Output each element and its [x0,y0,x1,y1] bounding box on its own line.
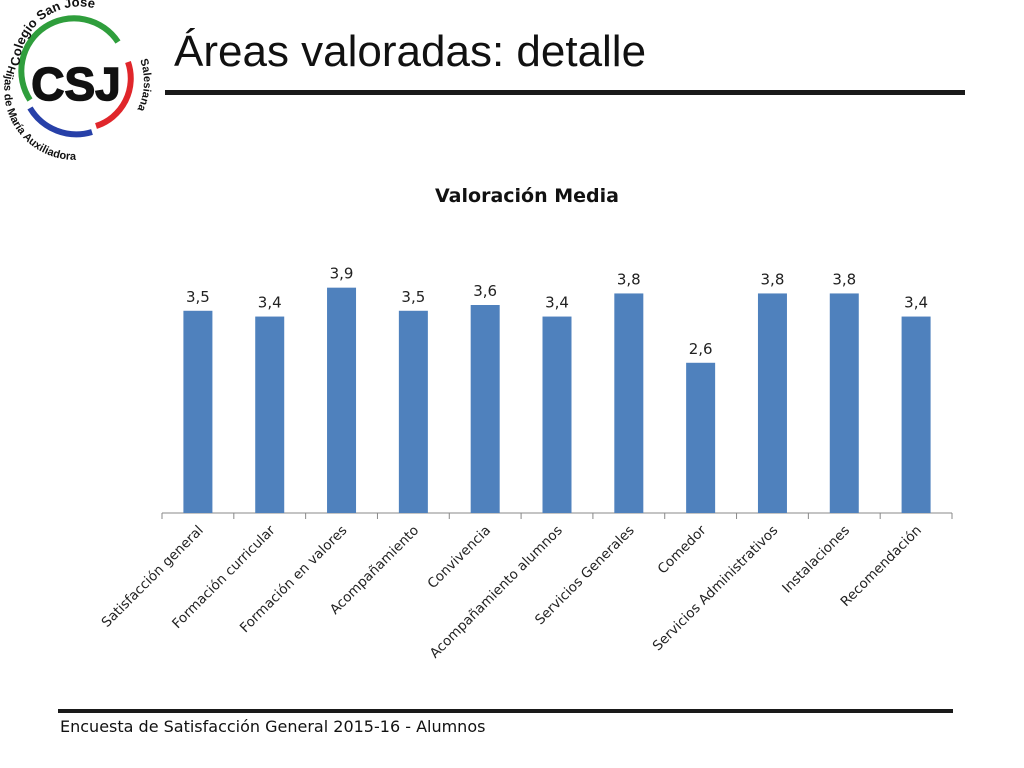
footer-text: Encuesta de Satisfacción General 2015-16… [60,717,486,736]
x-tick-label: Servicios Administrativos [650,523,782,655]
bar [470,305,500,513]
svg-text:Colegio San José: Colegio San José [8,0,97,67]
logo-top-text: Colegio San José [8,0,97,67]
bar [901,316,931,513]
data-label: 3,8 [761,270,785,288]
slide-title: Áreas valoradas: detalle [174,27,647,76]
bar [255,316,285,513]
x-tick-label: Acompañamiento alumnos [427,523,566,662]
bar [183,310,213,513]
data-label: 2,6 [689,340,713,358]
data-label: 3,4 [545,294,569,312]
data-label: 3,8 [832,270,856,288]
data-label: 3,4 [258,294,282,312]
data-label: 3,6 [473,282,497,300]
logo-red-arc [94,61,134,129]
logo-blue-arc [27,106,93,138]
x-tick-label: Convivencia [425,523,494,592]
chart-title: Valoración Media [435,185,619,207]
bar [686,362,716,513]
logo-initials: CSJ [31,58,120,110]
bar [829,293,859,513]
data-label: 3,8 [617,270,641,288]
footer-divider [58,709,953,713]
bar [327,287,357,513]
logo-green-arc [18,15,121,102]
data-label: 3,9 [330,265,354,283]
data-label: 3,5 [401,288,425,306]
x-tick-label: Instalaciones [779,523,853,597]
bar [542,316,572,513]
data-label: 3,5 [186,288,210,306]
bar [757,293,787,513]
x-tick-label: Comedor [655,522,710,577]
data-label: 3,4 [904,294,928,312]
bar [614,293,644,513]
school-logo: CSJ Colegio San José Hijas de María Auxi… [0,0,160,163]
title-divider [165,90,965,95]
bar [398,310,428,513]
